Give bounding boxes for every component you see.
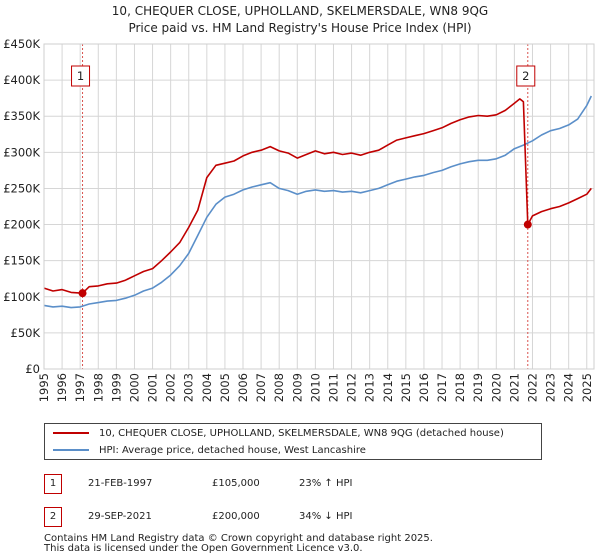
series-lines [43,95,593,309]
y-tick-label: £50K [11,326,41,340]
x-tick-label: 2016 [417,373,431,402]
y-tick-label: £150K [3,254,40,268]
x-tick-label: 2020 [489,373,503,402]
y-tick-label: £350K [3,109,40,123]
transaction-date: 21-FEB-1997 [88,478,153,489]
x-tick-label: 2011 [326,373,340,402]
axes: £0 £50K £100K £150K £200K £250K £300K £350K £400… [3,37,595,402]
y-tick-label: £0 [25,362,40,376]
x-tick-label: 2022 [525,373,539,402]
y-tick-label: £300K [3,145,40,159]
transaction-box-label: 2 [522,69,529,83]
y-tick-label: £450K [3,37,40,51]
price-chart: £0 £50K £100K £150K £200K £250K £300K £350K £400… [3,37,595,402]
x-tick-label: 2019 [471,373,485,402]
footer-attribution: Contains HM Land Registry data © Crown c… [44,534,584,554]
legend-swatch-property [53,432,89,434]
transaction-hpi-delta: 23% ↑ HPI [299,478,353,489]
legend-label-hpi: HPI: Average price, detached house, West… [99,445,366,456]
y-tick-label: £400K [3,73,40,87]
x-tick-label: 2007 [254,373,268,402]
x-tick-label: 2015 [399,373,413,402]
transaction-dot [523,220,532,229]
x-tick-label: 2023 [544,373,558,402]
transaction-box-label: 1 [77,69,84,83]
x-tick-label: 2025 [580,373,594,402]
x-tick-label: 2005 [218,373,232,402]
y-tick-label: £250K [3,181,40,195]
y-tick-label: £200K [3,218,40,232]
x-tick-label: 1998 [91,373,105,402]
x-tick-label: 1996 [55,373,69,402]
x-tick-label: 2001 [146,373,160,402]
footer-line1: Contains HM Land Registry data © Crown c… [44,533,433,544]
transaction-box [516,65,536,87]
x-tick-label: 2017 [435,373,449,402]
x-tick-label: 2002 [164,373,178,402]
x-tick-label: 2009 [290,373,304,402]
x-tick-label: 2003 [182,373,196,402]
x-tick-label: 2010 [308,373,322,402]
transaction-badge: 2 [44,507,62,527]
chart-title-line2: Price paid vs. HM Land Registry's House … [128,21,472,35]
transaction-date: 29-SEP-2021 [88,511,152,522]
x-tick-label: 1999 [109,373,123,402]
footer-line2: This data is licensed under the Open Gov… [44,543,363,554]
x-tick-label: 2004 [200,373,214,402]
chart-title-line1: 10, CHEQUER CLOSE, UPHOLLAND, SKELMERSDA… [111,4,489,18]
plot-area [43,43,595,370]
x-tick-label: 2024 [562,373,576,402]
transaction-box [71,65,91,87]
x-tick-label: 2012 [345,373,359,402]
series-line-hpi [43,95,593,309]
x-tick-label: 2006 [236,373,250,402]
transaction-hpi-delta: 34% ↓ HPI [299,511,353,522]
transaction-lines [82,44,529,369]
x-tick-label: 2008 [272,373,286,402]
transaction-dot [78,289,87,298]
x-tick-label: 2000 [127,373,141,402]
x-tick-label: 2018 [453,373,467,402]
x-tick-label: 1997 [73,373,87,402]
chart-title: 10, CHEQUER CLOSE, UPHOLLAND, SKELMERSDA… [0,3,600,37]
x-tick-label: 1995 [37,373,51,402]
transaction-price: £200,000 [212,511,260,522]
transaction-badge: 1 [44,474,62,494]
legend-swatch-hpi [53,449,89,451]
legend: 10, CHEQUER CLOSE, UPHOLLAND, SKELMERSDA… [44,423,542,460]
x-tick-label: 2014 [381,373,395,402]
x-tick-label: 2021 [507,373,521,402]
transaction-price: £105,000 [212,478,260,489]
x-tick-label: 2013 [363,373,377,402]
series-line-property [43,98,592,295]
grid [43,43,594,370]
legend-label-property: 10, CHEQUER CLOSE, UPHOLLAND, SKELMERSDA… [99,428,504,439]
y-tick-label: £100K [3,290,40,304]
